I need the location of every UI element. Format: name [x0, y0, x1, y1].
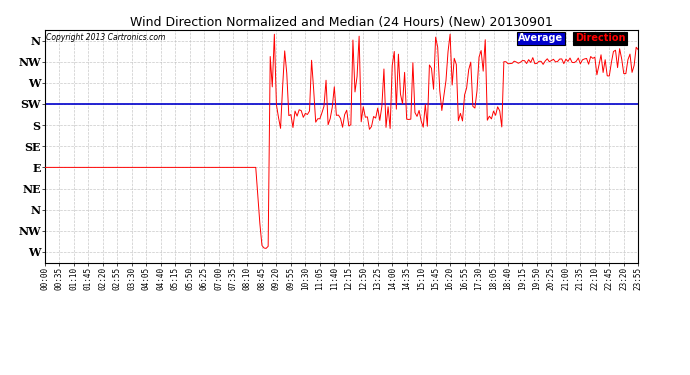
Text: Copyright 2013 Cartronics.com: Copyright 2013 Cartronics.com: [46, 33, 166, 42]
Title: Wind Direction Normalized and Median (24 Hours) (New) 20130901: Wind Direction Normalized and Median (24…: [130, 16, 553, 29]
Text: Direction: Direction: [575, 33, 625, 44]
Text: Average: Average: [518, 33, 564, 44]
